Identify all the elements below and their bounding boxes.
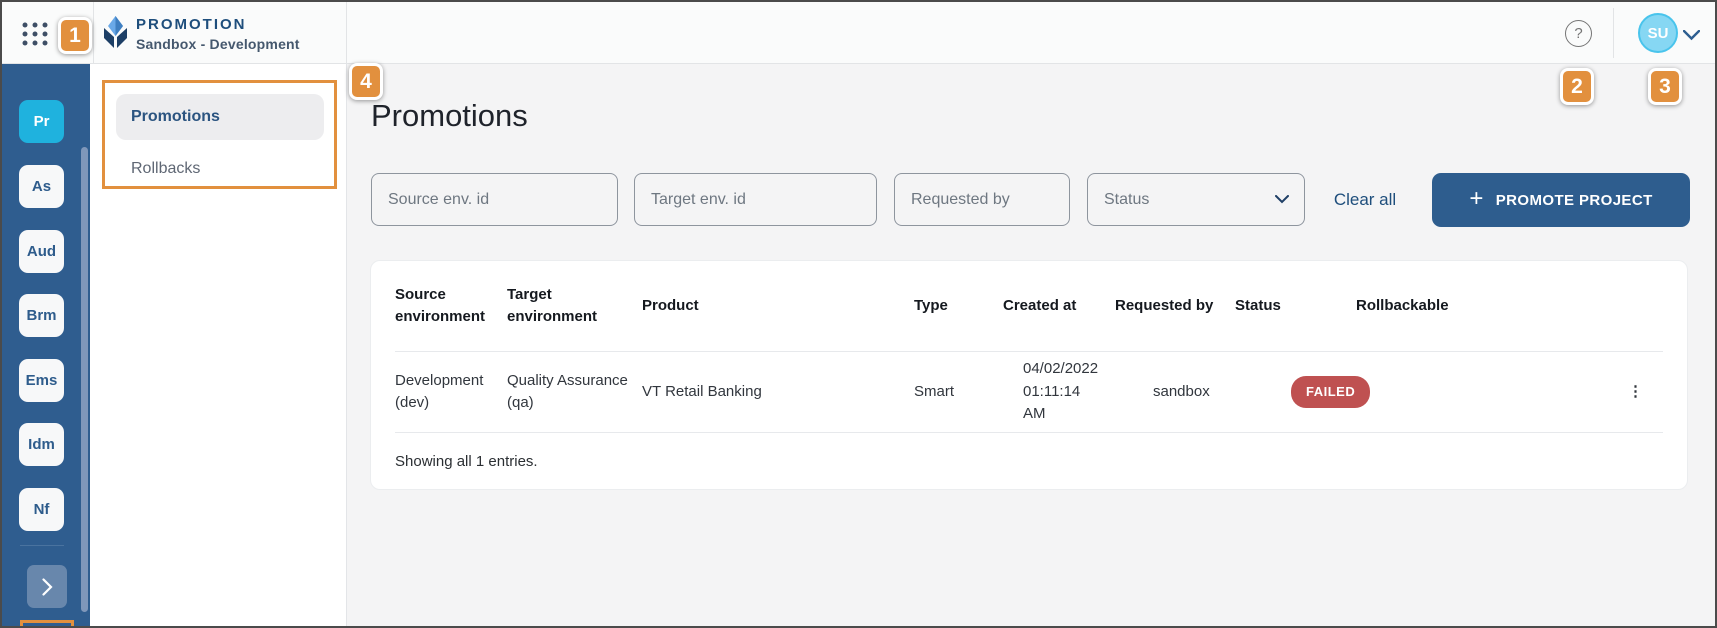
annotation-badge-3: 3 xyxy=(1648,68,1682,105)
clear-all-button[interactable]: Clear all xyxy=(1319,173,1411,226)
help-icon[interactable]: ? xyxy=(1565,20,1592,47)
app-logo-icon xyxy=(102,14,129,52)
page-title: Promotions xyxy=(371,98,528,133)
col-status: Status xyxy=(1235,297,1281,315)
nav-item-label: Promotions xyxy=(131,108,220,125)
app-subtitle: Sandbox - Development xyxy=(136,36,300,52)
cell-target-environment: Quality Assurance (qa) xyxy=(507,371,628,412)
sidebar-item-label: Aud xyxy=(26,243,57,260)
kebab-menu-icon[interactable]: ⋮ xyxy=(1628,382,1643,400)
sidebar-item-aud[interactable]: Aud xyxy=(19,230,64,273)
cell-created-at: 04/02/2022 01:11:14 AM xyxy=(1003,358,1115,426)
requested-by-input[interactable] xyxy=(894,173,1070,226)
entries-count-label: Showing all 1 entries. xyxy=(395,452,538,470)
app-title-block: PROMOTION Sandbox - Development xyxy=(136,16,300,52)
sidebar-expand-button[interactable] xyxy=(27,565,67,608)
cell-type: Smart xyxy=(914,382,955,400)
nav-item-promotions[interactable]: Promotions xyxy=(116,94,324,140)
col-source-environment: Source environment xyxy=(395,286,486,325)
chevron-right-icon xyxy=(41,577,53,596)
promote-project-label: PROMOTE PROJECT xyxy=(1495,191,1653,209)
col-requested-by: Requested by xyxy=(1115,297,1214,315)
avatar-initials: SU xyxy=(1647,24,1669,42)
sidebar-divider xyxy=(20,545,64,546)
app-title: PROMOTION xyxy=(136,16,247,33)
sidebar-item-ems[interactable]: Ems xyxy=(19,359,64,402)
col-created-at: Created at xyxy=(1003,297,1077,315)
col-type: Type xyxy=(914,297,948,315)
cell-product: VT Retail Banking xyxy=(642,382,762,400)
created-date: 04/02/2022 xyxy=(1023,360,1099,378)
app-launcher-icon[interactable] xyxy=(21,20,49,48)
top-bar: PROMOTION Sandbox - Development ? SU xyxy=(2,2,1715,64)
clear-all-label: Clear all xyxy=(1333,189,1397,209)
table-footer: Showing all 1 entries. xyxy=(395,432,1663,489)
chevron-down-icon[interactable] xyxy=(1682,28,1701,46)
annotation-badge-4: 4 xyxy=(349,63,383,100)
header-divider xyxy=(93,2,94,64)
status-badge: FAILED xyxy=(1291,376,1371,408)
annotation-badge-1: 1 xyxy=(58,17,92,54)
sidebar-item-brm[interactable]: Brm xyxy=(19,294,64,337)
col-target-environment: Target environment xyxy=(507,286,598,325)
cell-requested-by: sandbox xyxy=(1153,382,1210,400)
cell-source-environment: Development (dev) xyxy=(395,371,484,412)
status-select-value: Status xyxy=(1104,190,1150,208)
sidebar-scrollbar[interactable] xyxy=(81,147,88,612)
nav-panel: Promotions Rollbacks xyxy=(90,64,347,626)
created-time: 01:11:14 AM xyxy=(1023,382,1081,423)
table-row: Development (dev) Quality Assurance (qa)… xyxy=(395,351,1663,432)
main-content: Promotions Status Clear all + PROMOTE PR… xyxy=(347,64,1715,626)
sidebar-item-label: Pr xyxy=(33,113,50,130)
cell-status: FAILED xyxy=(1235,376,1371,408)
sidebar-item-as[interactable]: As xyxy=(19,165,64,208)
source-env-id-input[interactable] xyxy=(371,173,618,226)
sidebar-item-label: Brm xyxy=(26,307,57,324)
table-header-row: Source environment Target environment Pr… xyxy=(395,261,1663,351)
header-divider xyxy=(346,2,347,64)
sidebar-item-label: Idm xyxy=(28,436,55,453)
sidebar: Pr As Aud Brm Ems Idm Nf xyxy=(2,64,90,626)
col-rollbackable: Rollbackable xyxy=(1356,297,1449,315)
annotation-outline-toggle xyxy=(20,620,74,626)
promote-project-button[interactable]: + PROMOTE PROJECT xyxy=(1432,173,1690,227)
sidebar-item-idm[interactable]: Idm xyxy=(19,423,64,466)
avatar[interactable]: SU xyxy=(1638,13,1678,53)
chevron-down-icon xyxy=(1275,195,1289,204)
sidebar-item-nf[interactable]: Nf xyxy=(19,488,64,531)
promotions-table: Source environment Target environment Pr… xyxy=(370,260,1688,490)
target-env-id-input[interactable] xyxy=(634,173,877,226)
annotation-badge-2: 2 xyxy=(1560,68,1594,105)
status-select[interactable]: Status xyxy=(1087,173,1305,226)
help-glyph: ? xyxy=(1574,25,1583,42)
plus-icon: + xyxy=(1469,185,1484,212)
sidebar-item-label: Nf xyxy=(33,501,50,518)
col-product: Product xyxy=(642,297,699,315)
nav-item-label: Rollbacks xyxy=(131,160,201,177)
sidebar-item-label: Ems xyxy=(25,372,58,389)
sidebar-item-label: As xyxy=(31,178,52,195)
nav-item-rollbacks[interactable]: Rollbacks xyxy=(131,160,200,178)
sidebar-item-pr[interactable]: Pr xyxy=(19,100,64,143)
header-divider xyxy=(1613,8,1614,58)
